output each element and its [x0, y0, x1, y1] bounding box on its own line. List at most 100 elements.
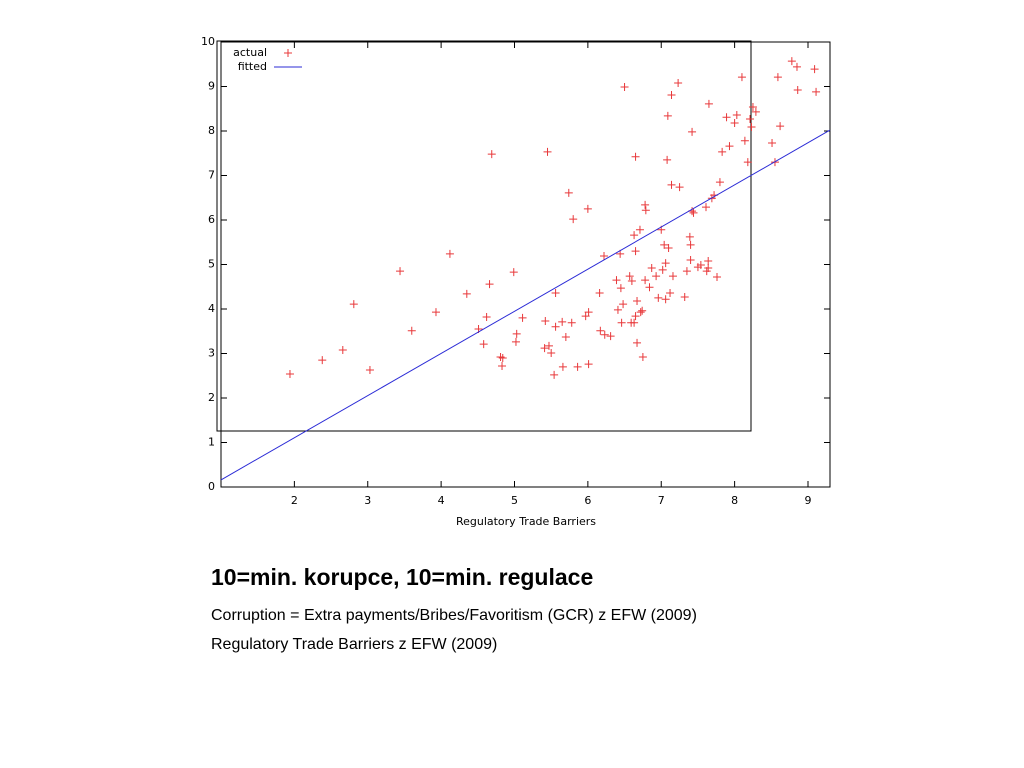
point — [541, 317, 550, 326]
text-line: Corruption = Extra payments/Bribes/Favor… — [211, 607, 697, 624]
y-tick-label: 9 — [208, 80, 215, 93]
point — [540, 344, 549, 353]
point — [606, 332, 615, 341]
point — [633, 296, 642, 305]
point — [558, 362, 567, 371]
point — [564, 188, 573, 197]
point — [584, 360, 593, 369]
legend-label: fitted — [238, 60, 267, 73]
point — [686, 240, 695, 249]
point — [675, 183, 684, 192]
point — [619, 300, 628, 309]
point — [645, 283, 654, 292]
y-tick-label: 2 — [208, 391, 215, 404]
point — [638, 306, 647, 315]
x-tick-label: 6 — [584, 494, 591, 507]
point — [567, 318, 576, 327]
y-tick-label: 7 — [208, 169, 215, 182]
point — [696, 260, 705, 269]
point — [561, 333, 570, 342]
point — [462, 289, 471, 298]
point — [498, 361, 507, 370]
point — [641, 200, 650, 209]
chart: Regulatory Trade Barriers 0 1 2 3 4 5 6 7 8 9 10 2 3… — [201, 35, 831, 528]
point — [631, 152, 640, 161]
point — [641, 206, 650, 215]
point — [740, 136, 749, 145]
y-tick-label: 6 — [208, 213, 215, 226]
point — [551, 322, 560, 331]
point — [550, 370, 559, 379]
point — [511, 337, 520, 346]
x-tick-label: 9 — [804, 494, 811, 507]
point — [551, 288, 560, 297]
point — [732, 110, 741, 119]
point — [748, 102, 757, 111]
point — [660, 240, 669, 249]
x-tick-label: 2 — [291, 494, 298, 507]
point — [612, 276, 621, 285]
point — [793, 86, 802, 95]
point — [730, 118, 739, 127]
point — [704, 264, 713, 273]
point — [664, 244, 673, 253]
point — [558, 317, 567, 326]
point — [722, 113, 731, 122]
point — [318, 356, 327, 365]
point — [544, 341, 553, 350]
point — [496, 353, 505, 362]
point — [751, 107, 760, 116]
point — [569, 215, 578, 224]
y-tick-label: 0 — [208, 480, 215, 493]
point — [674, 78, 683, 87]
point — [631, 247, 640, 256]
point — [581, 312, 590, 321]
point — [776, 122, 785, 131]
point — [512, 329, 521, 338]
y-tick-label: 10 — [201, 35, 215, 48]
legend-swatch — [284, 49, 292, 57]
point — [686, 256, 695, 265]
point — [482, 313, 491, 322]
point — [658, 265, 667, 274]
y-tick-label: 8 — [208, 124, 215, 137]
point — [627, 276, 636, 285]
point — [652, 272, 661, 281]
point — [654, 293, 663, 302]
x-axis-label: Regulatory Trade Barriers — [456, 515, 596, 528]
point — [663, 111, 672, 120]
text-line: Regulatory Trade Barriers z EFW (2009) — [211, 636, 498, 653]
point — [600, 252, 609, 261]
point — [631, 312, 640, 321]
point — [584, 308, 593, 317]
point — [487, 150, 496, 159]
point — [787, 57, 796, 66]
point — [547, 349, 556, 358]
point — [725, 142, 734, 151]
point — [689, 208, 698, 217]
point — [667, 180, 676, 189]
point — [701, 203, 710, 212]
point — [688, 127, 697, 136]
point — [396, 267, 405, 276]
point — [498, 353, 507, 362]
point — [768, 139, 777, 148]
point — [630, 318, 639, 327]
point — [338, 345, 347, 354]
x-tick-label: 7 — [658, 494, 665, 507]
point — [747, 122, 756, 131]
fit-line — [220, 129, 831, 481]
point — [431, 308, 440, 317]
point — [633, 338, 642, 347]
heading: 10=min. korupce, 10=min. regulace — [211, 564, 594, 590]
point — [349, 300, 358, 309]
point — [285, 369, 294, 378]
point — [743, 158, 752, 167]
point — [661, 295, 670, 304]
y-tick-label: 5 — [208, 258, 215, 271]
point — [617, 318, 626, 327]
y-tick-label: 4 — [208, 302, 215, 315]
point — [704, 256, 713, 265]
point — [737, 73, 746, 82]
